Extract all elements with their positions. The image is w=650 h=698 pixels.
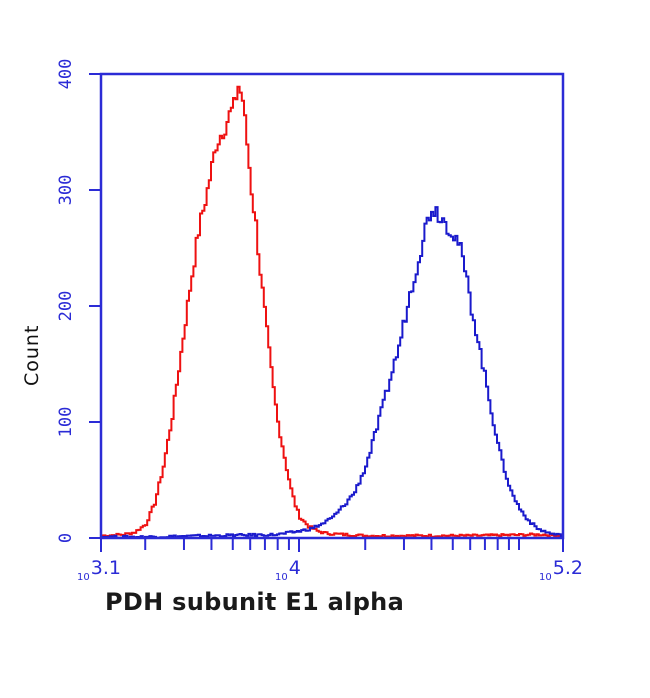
y-tick-label: 400: [56, 58, 76, 90]
series-layer: [101, 85, 564, 539]
axis-ticks: [89, 73, 564, 552]
x-tick-label: 105.2: [539, 557, 583, 583]
y-tick-label: 100: [56, 406, 76, 438]
x-tick-label: 103.1: [77, 557, 121, 583]
y-tick-label: 200: [56, 290, 76, 322]
series-line-control: [101, 85, 564, 538]
y-axis-label: Count: [21, 324, 43, 386]
y-tick-label: 300: [56, 174, 76, 206]
y-tick-label: 0: [56, 532, 76, 544]
x-axis-label: PDH subunit E1 alpha: [105, 588, 405, 616]
plot-frame: [99, 72, 565, 540]
x-tick-label: 104: [275, 557, 301, 583]
series-line-sample: [101, 206, 564, 539]
